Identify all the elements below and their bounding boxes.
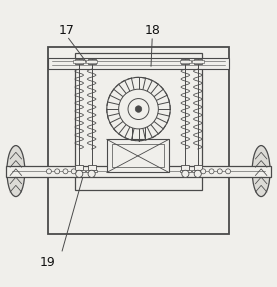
Circle shape bbox=[47, 169, 52, 174]
Bar bbox=[48, 47, 229, 234]
Bar bbox=[180, 170, 191, 172]
Bar bbox=[194, 59, 202, 64]
Circle shape bbox=[119, 89, 158, 129]
Bar bbox=[192, 60, 204, 63]
Bar bbox=[74, 170, 85, 172]
Circle shape bbox=[209, 169, 214, 174]
Bar bbox=[75, 165, 83, 170]
Bar bbox=[88, 165, 96, 170]
Circle shape bbox=[76, 170, 83, 177]
Circle shape bbox=[55, 169, 60, 174]
Ellipse shape bbox=[252, 146, 270, 197]
Circle shape bbox=[194, 170, 201, 177]
Circle shape bbox=[63, 169, 68, 174]
Circle shape bbox=[88, 170, 95, 177]
Bar bbox=[88, 59, 96, 64]
Circle shape bbox=[182, 170, 189, 177]
Bar bbox=[86, 170, 97, 172]
Bar bbox=[192, 170, 203, 172]
Circle shape bbox=[128, 98, 149, 119]
Bar bbox=[75, 59, 83, 64]
Text: 17: 17 bbox=[59, 24, 75, 37]
Bar bbox=[179, 60, 191, 63]
Bar bbox=[112, 144, 164, 168]
Text: 19: 19 bbox=[40, 255, 55, 269]
Bar bbox=[107, 139, 169, 172]
Circle shape bbox=[217, 169, 222, 174]
Bar bbox=[73, 60, 85, 63]
Bar bbox=[75, 53, 202, 190]
Circle shape bbox=[71, 169, 76, 174]
Bar bbox=[194, 165, 202, 170]
Circle shape bbox=[225, 169, 230, 174]
Ellipse shape bbox=[7, 146, 25, 197]
Circle shape bbox=[201, 169, 206, 174]
Bar bbox=[181, 165, 189, 170]
Circle shape bbox=[135, 106, 142, 112]
Bar bbox=[86, 60, 98, 63]
Bar bbox=[48, 57, 229, 69]
Bar bbox=[181, 59, 189, 64]
Bar bbox=[6, 166, 271, 177]
Text: 18: 18 bbox=[144, 24, 160, 37]
